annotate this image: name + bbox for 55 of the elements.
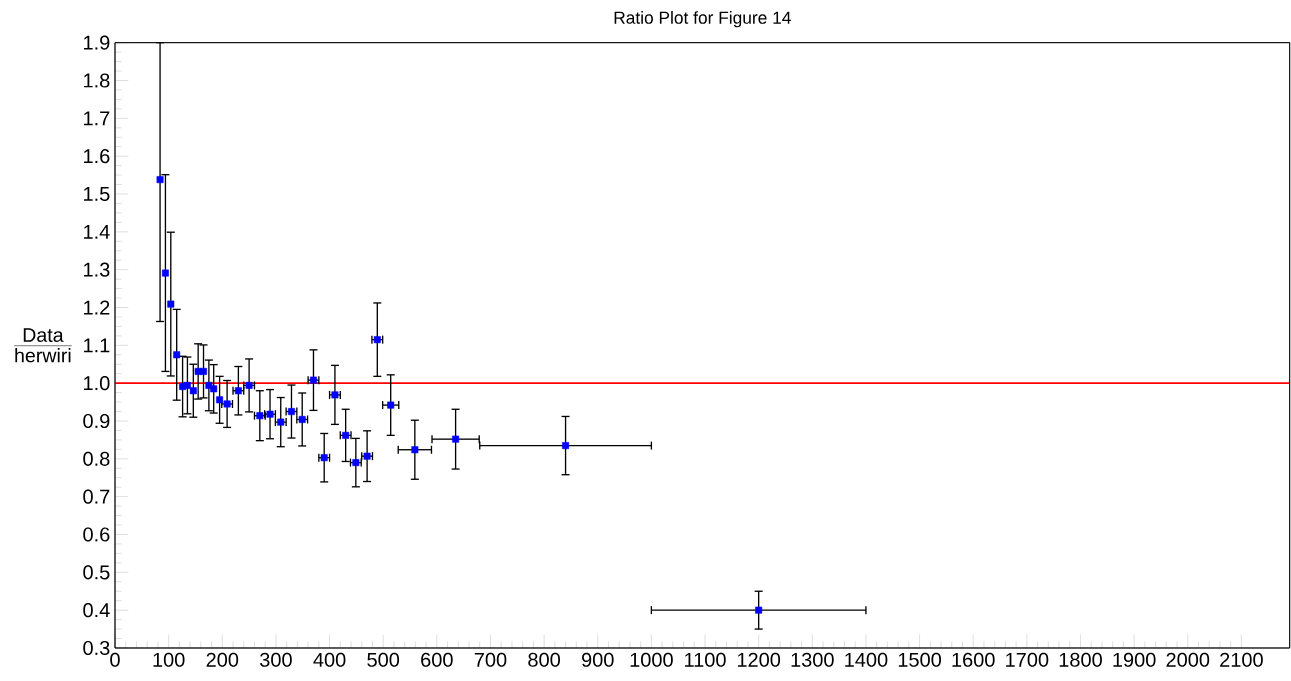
x-tick-label: 200 <box>206 652 239 667</box>
point <box>167 300 175 308</box>
y-tick-label: 1.5 <box>84 187 110 201</box>
y-tick-label: 0.8 <box>83 451 110 466</box>
x-tick-label: 2000 <box>1166 652 1210 667</box>
y-tick-label: 1.3 <box>84 262 110 277</box>
y-tick-label: 0.4 <box>83 603 110 618</box>
x-tick-label: 1900 <box>1113 652 1156 667</box>
x-tick-label: 1100 <box>685 652 726 667</box>
point <box>562 442 570 450</box>
y-tick-label: 1.4 <box>84 224 110 239</box>
x-tick-label: 1400 <box>845 652 888 667</box>
point <box>173 351 181 359</box>
point <box>189 387 197 395</box>
y-tick-label: 0.5 <box>83 565 110 580</box>
point <box>156 176 164 184</box>
y-tick-label: 0.7 <box>83 489 110 504</box>
y-tick-label: 1.9 <box>84 35 110 50</box>
y-axis-title: $\frac{\mathrm{Data}}{\mathrm{herwiri}}$ <box>14 328 72 363</box>
point <box>411 446 419 454</box>
x-tick-label: 2100 <box>1220 652 1263 667</box>
y-tick-label: 0.6 <box>83 527 110 542</box>
y-tick-label: 0.9 <box>83 413 110 429</box>
x-tick-label: 1500 <box>898 652 942 667</box>
point <box>161 269 169 277</box>
x-tick-label: 500 <box>367 652 400 667</box>
x-tick-label: 700 <box>474 652 507 667</box>
x-tick-label: 100 <box>153 652 185 667</box>
x-tick-label: 900 <box>582 652 614 667</box>
point <box>387 401 395 409</box>
point <box>755 606 763 614</box>
x-tick-label: 600 <box>421 652 453 667</box>
y-tick-label: 1.8 <box>84 73 110 88</box>
x-tick-label: 1600 <box>952 652 995 667</box>
y-tick-label: 1.1 <box>84 338 110 353</box>
x-tick-label: 1000 <box>630 652 673 667</box>
y-tick-label: 1.6 <box>84 149 110 164</box>
point <box>216 396 224 404</box>
x-tick-label: 0 <box>110 652 120 667</box>
y-tick-label: 1.0 <box>84 376 110 391</box>
point <box>183 381 191 389</box>
point <box>452 435 460 443</box>
x-tick-label: 1200 <box>737 652 781 667</box>
point <box>200 367 207 375</box>
x-tick-label: 1700 <box>1006 652 1049 667</box>
x-tick-label: 1300 <box>791 652 834 667</box>
y-tick-label: 1.2 <box>84 300 110 315</box>
x-tick-label: 300 <box>259 652 292 667</box>
y-tick-label: 0.3 <box>83 640 110 656</box>
x-tick-label: 400 <box>313 652 346 667</box>
y-tick-label: 1.7 <box>84 111 110 126</box>
x-tick-label: 800 <box>528 652 560 667</box>
chart-title: Ratio Plot for Figure 14 <box>614 11 791 28</box>
point <box>210 385 218 393</box>
x-tick-label: 1800 <box>1059 652 1102 667</box>
